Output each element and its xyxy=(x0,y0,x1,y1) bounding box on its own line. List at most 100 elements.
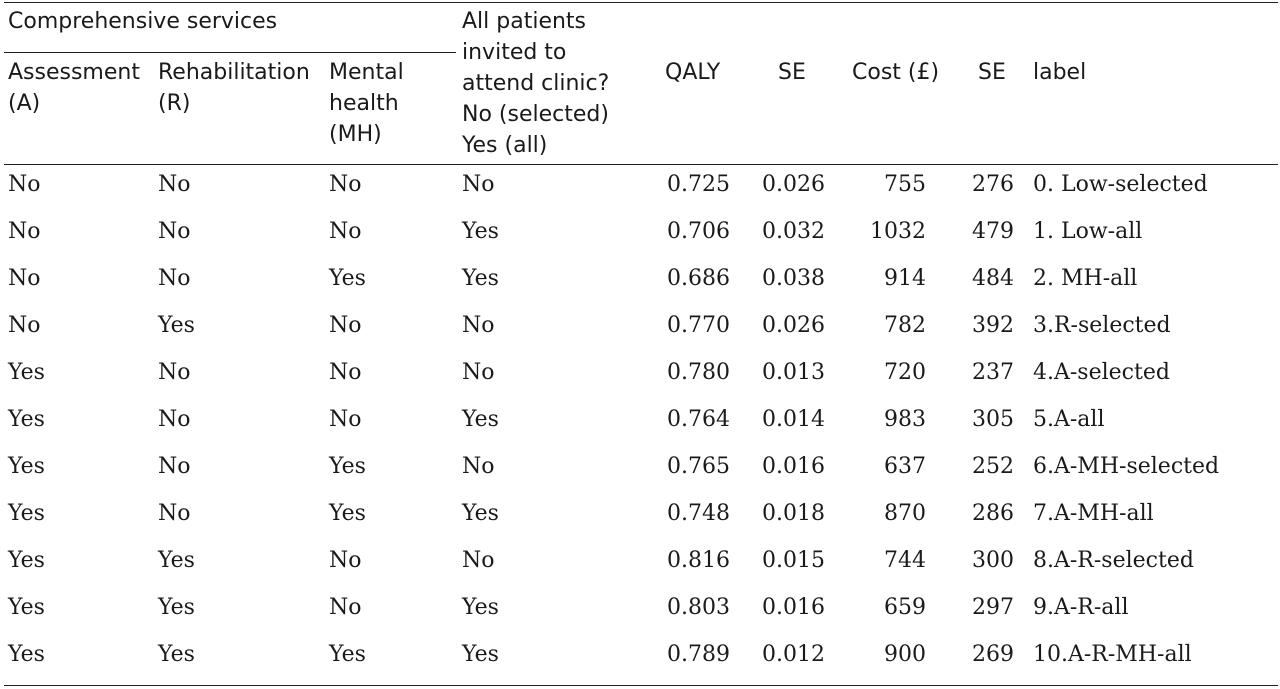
cell-qaly: 0.789 xyxy=(667,642,730,667)
cell-clinic: Yes xyxy=(462,266,499,291)
group-header: Comprehensive services xyxy=(8,9,278,34)
cell-cost: 744 xyxy=(884,548,926,573)
cell-mental-health: No xyxy=(329,360,362,385)
cell-rehabilitation: No xyxy=(158,360,191,385)
cell-rehabilitation: No xyxy=(158,266,191,291)
header-cost: Cost (£) xyxy=(852,60,940,85)
cell-qaly: 0.803 xyxy=(667,595,730,620)
table-row: Yes Yes Yes Yes 0.789 0.012 900 269 10.A-R-MH-al… xyxy=(0,636,1280,683)
cell-qaly: 0.725 xyxy=(667,172,730,197)
cell-mental-health: Yes xyxy=(329,642,366,667)
header-rehabilitation: Rehabilitation (R) xyxy=(158,57,310,119)
cell-rehabilitation: Yes xyxy=(158,548,195,573)
cell-qaly: 0.706 xyxy=(667,219,730,244)
cell-label: 0. Low-selected xyxy=(1033,172,1208,197)
cell-clinic: No xyxy=(462,313,495,338)
cell-se-cost: 252 xyxy=(972,454,1014,479)
cell-label: 10.A-R-MH-all xyxy=(1033,642,1192,667)
cell-cost: 900 xyxy=(884,642,926,667)
cell-label: 8.A-R-selected xyxy=(1033,548,1194,573)
cell-clinic: No xyxy=(462,454,495,479)
cell-se-qaly: 0.016 xyxy=(762,595,825,620)
cell-assessment: No xyxy=(8,172,41,197)
cell-mental-health: No xyxy=(329,313,362,338)
cell-qaly: 0.764 xyxy=(667,407,730,432)
cell-mental-health: No xyxy=(329,219,362,244)
cell-se-qaly: 0.032 xyxy=(762,219,825,244)
cell-cost: 659 xyxy=(884,595,926,620)
cell-cost: 637 xyxy=(884,454,926,479)
header-qaly: QALY xyxy=(665,60,721,85)
header-assessment-line: (A) xyxy=(8,91,41,116)
header-rule xyxy=(4,164,1278,165)
cell-cost: 1032 xyxy=(870,219,926,244)
cell-mental-health: No xyxy=(329,595,362,620)
cell-assessment: Yes xyxy=(8,642,45,667)
cell-qaly: 0.780 xyxy=(667,360,730,385)
cell-cost: 782 xyxy=(884,313,926,338)
table-row: Yes No Yes Yes 0.748 0.018 870 286 7.A-MH-all xyxy=(0,495,1280,542)
cell-assessment: Yes xyxy=(8,407,45,432)
cell-qaly: 0.770 xyxy=(667,313,730,338)
cell-assessment: Yes xyxy=(8,501,45,526)
cell-se-qaly: 0.014 xyxy=(762,407,825,432)
cell-qaly: 0.816 xyxy=(667,548,730,573)
cell-assessment: Yes xyxy=(8,454,45,479)
cell-se-cost: 300 xyxy=(972,548,1014,573)
cell-assessment: Yes xyxy=(8,548,45,573)
cell-se-qaly: 0.013 xyxy=(762,360,825,385)
cell-se-qaly: 0.012 xyxy=(762,642,825,667)
cell-se-qaly: 0.026 xyxy=(762,313,825,338)
cell-assessment: Yes xyxy=(8,360,45,385)
cell-se-cost: 297 xyxy=(972,595,1014,620)
cell-rehabilitation: No xyxy=(158,454,191,479)
cell-rehabilitation: No xyxy=(158,501,191,526)
cell-assessment: No xyxy=(8,219,41,244)
cell-qaly: 0.765 xyxy=(667,454,730,479)
header-label: label xyxy=(1033,60,1087,85)
cell-assessment: No xyxy=(8,313,41,338)
cell-label: 6.A-MH-selected xyxy=(1033,454,1220,479)
cell-clinic: Yes xyxy=(462,501,499,526)
cell-rehabilitation: No xyxy=(158,407,191,432)
table-row: No No Yes Yes 0.686 0.038 914 484 2. MH-all xyxy=(0,260,1280,307)
cell-label: 1. Low-all xyxy=(1033,219,1143,244)
header-se-cost: SE xyxy=(978,60,1006,85)
cell-se-cost: 269 xyxy=(972,642,1014,667)
bottom-rule xyxy=(4,685,1278,686)
cell-clinic: No xyxy=(462,172,495,197)
cell-cost: 983 xyxy=(884,407,926,432)
cell-rehabilitation: Yes xyxy=(158,642,195,667)
cell-qaly: 0.748 xyxy=(667,501,730,526)
header-clinic-line: invited to xyxy=(462,40,567,65)
cell-label: 9.A-R-all xyxy=(1033,595,1129,620)
cell-se-cost: 237 xyxy=(972,360,1014,385)
table-row: No No No Yes 0.706 0.032 1032 479 1. Low-all xyxy=(0,213,1280,260)
header-assessment: Assessment (A) xyxy=(8,57,140,119)
cell-mental-health: No xyxy=(329,407,362,432)
cell-mental-health: Yes xyxy=(329,454,366,479)
cell-cost: 755 xyxy=(884,172,926,197)
cell-se-cost: 484 xyxy=(972,266,1014,291)
header-mental-health: Mental health (MH) xyxy=(329,57,404,150)
header-clinic-line: No (selected) xyxy=(462,102,609,127)
group-underline xyxy=(4,52,456,53)
top-rule xyxy=(4,2,1278,3)
cell-clinic: Yes xyxy=(462,595,499,620)
header-clinic-line: Yes (all) xyxy=(462,133,548,158)
header-rehabilitation-line: Rehabilitation xyxy=(158,60,310,85)
cell-clinic: No xyxy=(462,360,495,385)
cell-qaly: 0.686 xyxy=(667,266,730,291)
header-mental-health-line: Mental xyxy=(329,60,404,85)
header-clinic-line: All patients xyxy=(462,9,587,34)
header-rehabilitation-line: (R) xyxy=(158,91,191,116)
cell-cost: 914 xyxy=(884,266,926,291)
cell-label: 2. MH-all xyxy=(1033,266,1138,291)
cell-se-cost: 276 xyxy=(972,172,1014,197)
header-mental-health-line: health xyxy=(329,91,399,116)
cell-clinic: No xyxy=(462,548,495,573)
cell-se-cost: 479 xyxy=(972,219,1014,244)
cell-se-qaly: 0.026 xyxy=(762,172,825,197)
header-assessment-line: Assessment xyxy=(8,60,140,85)
cell-label: 5.A-all xyxy=(1033,407,1105,432)
